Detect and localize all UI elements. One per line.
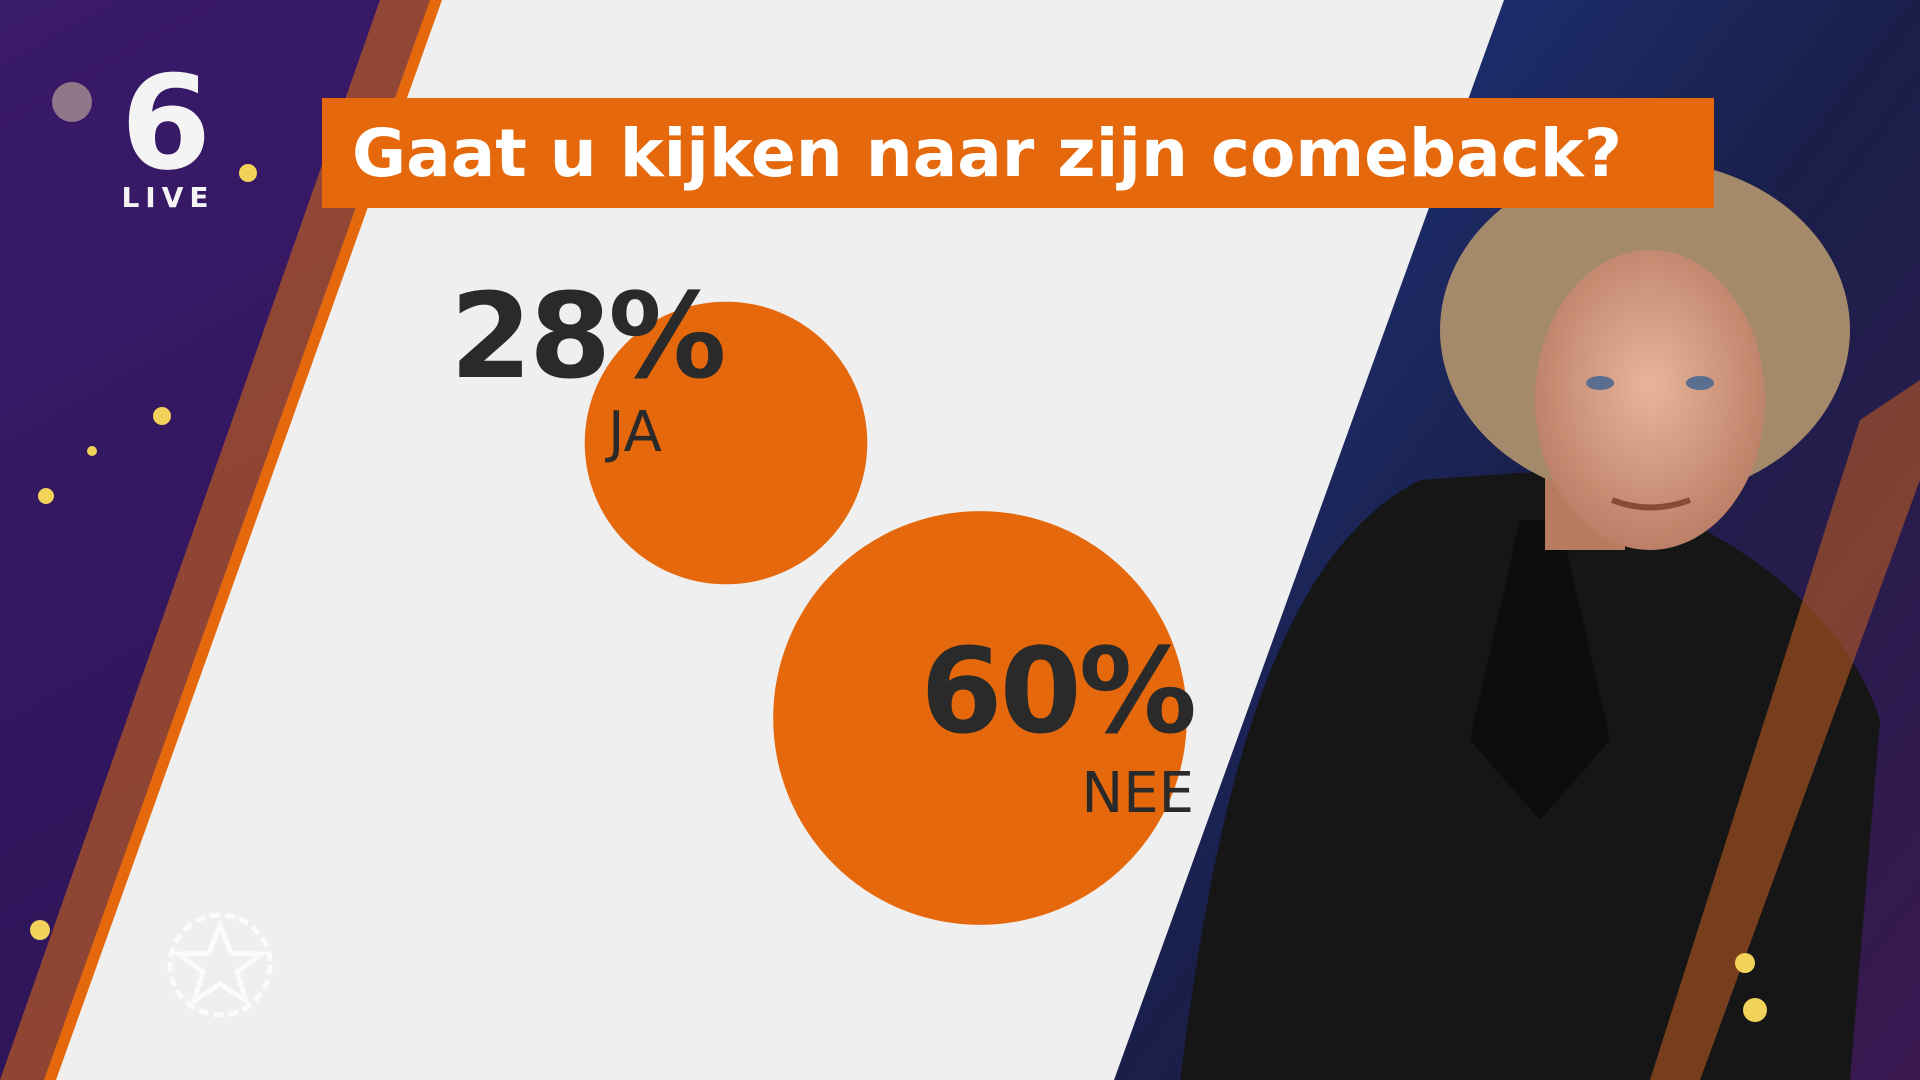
dot — [38, 488, 54, 504]
dots — [30, 82, 1767, 1022]
person-face — [1535, 250, 1765, 550]
bubble-chart: 28%JA 60%NEE — [450, 267, 1197, 925]
dot — [153, 407, 171, 425]
badge-star — [171, 918, 269, 1007]
dot — [52, 82, 92, 122]
panel-edge — [44, 0, 442, 1080]
badge — [167, 912, 273, 1018]
person-eye — [1586, 376, 1614, 390]
logo: 6 LIVE — [121, 47, 214, 214]
person-mouth — [1610, 497, 1692, 511]
dot — [1743, 998, 1767, 1022]
bubble — [584, 301, 868, 585]
stripe — [0, 0, 440, 1080]
value-label: 28% — [450, 267, 723, 405]
logo-label: LIVE — [121, 181, 214, 214]
dot — [87, 446, 97, 456]
category-label: NEE — [1081, 761, 1194, 826]
chart-title: Gaat u kijken naar zijn comeback? — [352, 115, 1622, 192]
category-label: JA — [605, 400, 662, 465]
dot — [1735, 953, 1755, 973]
value-label: 60% — [921, 622, 1194, 760]
title-bar — [322, 98, 1714, 208]
dot — [239, 164, 257, 182]
person-eye — [1686, 376, 1714, 390]
logo-number: 6 — [121, 47, 211, 199]
bubble — [773, 511, 1187, 925]
person-shirt — [1470, 520, 1610, 820]
badge-ring — [167, 912, 273, 1018]
dot — [30, 920, 50, 940]
studio-photo — [1110, 0, 1920, 1080]
stripe — [1650, 380, 1920, 1080]
